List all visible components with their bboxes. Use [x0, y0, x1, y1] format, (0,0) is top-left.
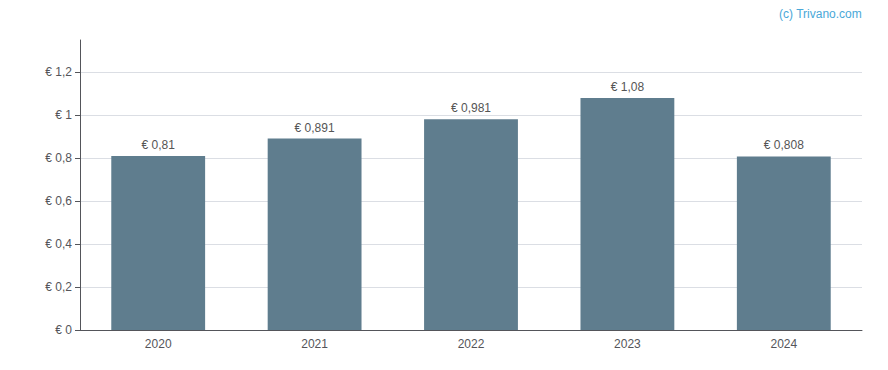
svg-text:2022: 2022 — [458, 337, 485, 351]
svg-text:€ 0,8: € 0,8 — [45, 151, 72, 165]
svg-text:(c) Trivano.com: (c) Trivano.com — [779, 7, 862, 21]
svg-text:€ 0,2: € 0,2 — [45, 280, 72, 294]
svg-text:€ 0: € 0 — [55, 323, 72, 337]
svg-text:€ 0,808: € 0,808 — [764, 138, 804, 152]
svg-text:€ 0,4: € 0,4 — [45, 237, 72, 251]
svg-text:€ 0,981: € 0,981 — [451, 101, 491, 115]
svg-text:€ 0,6: € 0,6 — [45, 194, 72, 208]
svg-text:2023: 2023 — [614, 337, 641, 351]
svg-text:€ 1,2: € 1,2 — [45, 65, 72, 79]
svg-text:2024: 2024 — [770, 337, 797, 351]
svg-text:2021: 2021 — [301, 337, 328, 351]
svg-text:2020: 2020 — [145, 337, 172, 351]
svg-text:€ 1,08: € 1,08 — [611, 80, 645, 94]
svg-text:€ 0,81: € 0,81 — [142, 138, 176, 152]
svg-text:€ 1: € 1 — [55, 108, 72, 122]
svg-text:€ 0,891: € 0,891 — [295, 121, 335, 135]
